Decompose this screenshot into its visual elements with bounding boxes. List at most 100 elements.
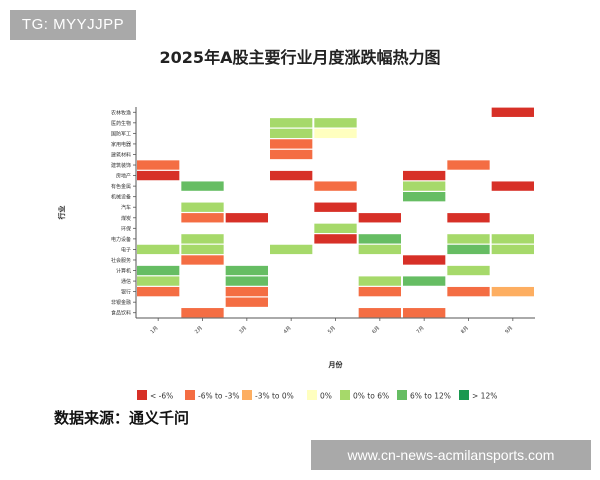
heatmap-cell bbox=[358, 234, 401, 244]
heatmap-cell bbox=[403, 192, 446, 202]
heatmap-cell bbox=[270, 118, 313, 128]
legend-label: -3% to 0% bbox=[255, 392, 294, 401]
legend-label: 6% to 12% bbox=[410, 392, 451, 401]
heatmap-cell bbox=[225, 286, 268, 297]
y-tick-label: 建筑材料 bbox=[111, 151, 131, 158]
y-tick-label: 非银金融 bbox=[111, 299, 131, 306]
legend-swatch bbox=[307, 390, 317, 400]
heatmap-cell bbox=[447, 244, 490, 255]
y-tick-label: 医药生物 bbox=[111, 120, 131, 127]
heatmap-cell bbox=[181, 234, 224, 244]
heatmap-cell bbox=[358, 213, 401, 223]
heatmap-cell bbox=[491, 107, 534, 117]
heatmap-cell bbox=[181, 255, 224, 265]
heatmap-cell bbox=[270, 149, 313, 160]
legend-swatch bbox=[137, 390, 147, 400]
legend-swatch bbox=[459, 390, 469, 400]
data-source-note: 数据来源：通义千问 bbox=[54, 409, 190, 427]
heatmap-cell bbox=[491, 244, 534, 255]
heatmap-cell bbox=[181, 244, 224, 255]
legend-label: 0% bbox=[320, 392, 332, 401]
heatmap-cell bbox=[491, 181, 534, 191]
y-tick-label: 通信 bbox=[121, 278, 131, 285]
heatmap-cell bbox=[314, 128, 357, 139]
heatmap-cell bbox=[447, 234, 490, 244]
y-tick-label: 家用电器 bbox=[111, 141, 131, 148]
y-tick-label: 食品饮料 bbox=[111, 310, 131, 317]
heatmap-cell bbox=[137, 276, 180, 286]
y-tick-label: 环保 bbox=[121, 225, 131, 232]
legend-swatch bbox=[340, 390, 350, 400]
heatmap-cell bbox=[225, 297, 268, 307]
heatmap-cell bbox=[314, 202, 357, 212]
y-tick-label: 电力设备 bbox=[111, 236, 131, 243]
x-tick-label: 6月 bbox=[371, 325, 381, 335]
x-tick-label: 3月 bbox=[238, 325, 248, 335]
y-tick-label: 煤炭 bbox=[121, 215, 131, 222]
x-tick-label: 9月 bbox=[504, 325, 514, 335]
legend-swatch bbox=[242, 390, 252, 400]
heatmap-cell bbox=[314, 234, 357, 244]
y-tick-label: 农林牧渔 bbox=[111, 109, 131, 116]
heatmap-cell bbox=[270, 244, 313, 255]
y-axis-title: 行业 bbox=[57, 206, 66, 221]
heatmap-cell bbox=[270, 170, 313, 181]
heatmap-cell bbox=[137, 265, 180, 276]
legend-swatch bbox=[397, 390, 407, 400]
y-tick-label: 汽车 bbox=[121, 204, 131, 211]
legend-label: 0% to 6% bbox=[353, 392, 389, 401]
y-tick-label: 电子 bbox=[121, 246, 131, 253]
x-tick-label: 7月 bbox=[416, 325, 426, 335]
x-tick-label: 5月 bbox=[327, 325, 337, 335]
legend-label: < -6% bbox=[150, 392, 173, 401]
x-tick-label: 2月 bbox=[194, 325, 204, 335]
y-tick-label: 机械设备 bbox=[111, 194, 131, 201]
watermark-top: TG: MYYJJPP bbox=[10, 10, 136, 40]
heatmap-cell bbox=[358, 276, 401, 286]
y-tick-label: 有色金属 bbox=[111, 183, 131, 190]
heatmap-cell bbox=[491, 234, 534, 244]
heatmap-cell bbox=[137, 160, 180, 170]
heatmap-cell bbox=[314, 118, 357, 128]
legend-label: > 12% bbox=[472, 392, 497, 401]
heatmap-cell bbox=[137, 244, 180, 255]
y-tick-label: 房地产 bbox=[116, 173, 131, 180]
y-tick-label: 银行 bbox=[121, 289, 131, 296]
watermark-bottom: www.cn-news-acmilansports.com bbox=[311, 440, 591, 470]
heatmap-cell bbox=[403, 276, 446, 286]
legend-swatch bbox=[185, 390, 195, 400]
heatmap-cell bbox=[447, 286, 490, 297]
heatmap-cell bbox=[181, 181, 224, 191]
y-tick-label: 国防军工 bbox=[111, 130, 131, 137]
heatmap-cell bbox=[225, 265, 268, 276]
heatmap-cell bbox=[447, 213, 490, 223]
x-tick-label: 4月 bbox=[283, 325, 293, 335]
y-tick-label: 社会服务 bbox=[111, 257, 131, 264]
heatmap-cell bbox=[403, 170, 446, 181]
heatmap-cell bbox=[403, 308, 446, 318]
heatmap-cell bbox=[403, 181, 446, 191]
y-tick-label: 建筑装饰 bbox=[111, 162, 131, 169]
heatmap-cell bbox=[358, 286, 401, 297]
x-tick-label: 8月 bbox=[460, 325, 470, 335]
heatmap-cell bbox=[358, 244, 401, 255]
y-tick-label: 计算机 bbox=[116, 268, 131, 275]
heatmap-cell bbox=[181, 202, 224, 212]
heatmap-cell bbox=[491, 286, 534, 297]
x-tick-label: 1月 bbox=[150, 325, 160, 335]
heatmap-cell bbox=[225, 276, 268, 286]
heatmap-cell bbox=[270, 139, 313, 149]
heatmap-cell bbox=[181, 308, 224, 318]
heatmap-cell bbox=[314, 181, 357, 191]
heatmap-cell bbox=[137, 286, 180, 297]
heatmap-cell bbox=[270, 128, 313, 139]
heatmap-cell bbox=[181, 213, 224, 223]
x-axis-title: 月份 bbox=[328, 360, 344, 369]
legend-label: -6% to -3% bbox=[198, 392, 240, 401]
heatmap-cell bbox=[225, 213, 268, 223]
heatmap-cell bbox=[403, 255, 446, 265]
heatmap-cell bbox=[447, 265, 490, 276]
heatmap-cell bbox=[314, 223, 357, 233]
heatmap-cell bbox=[137, 170, 180, 181]
